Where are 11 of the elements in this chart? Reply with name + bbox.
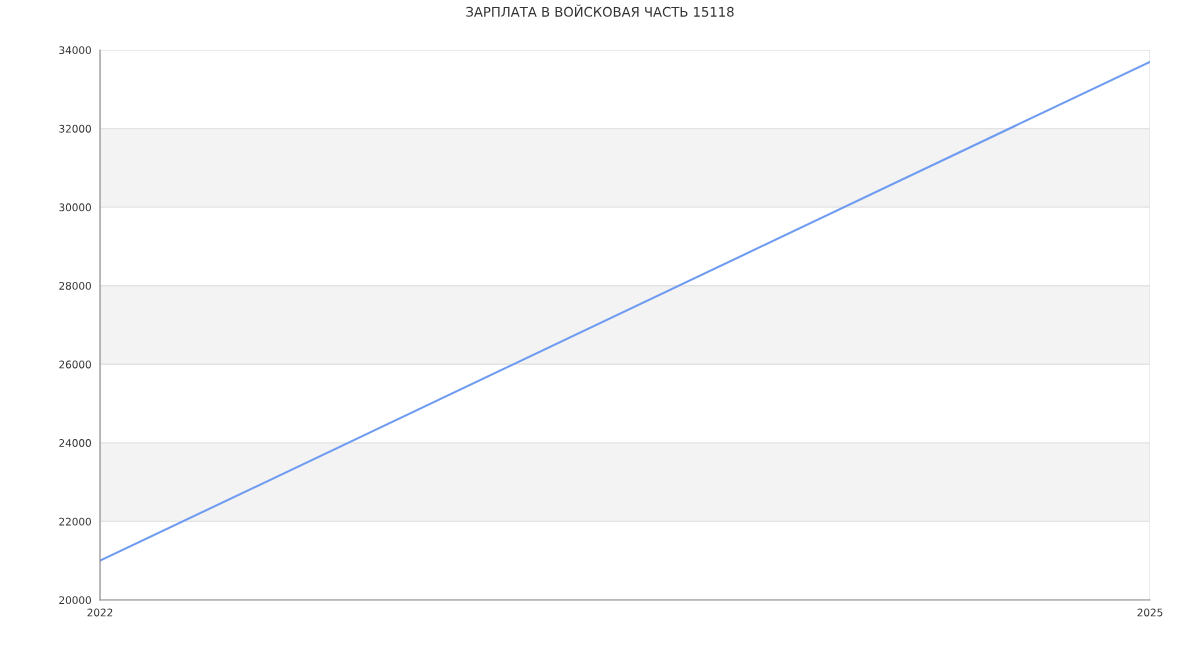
y-tick-label: 30000 xyxy=(59,203,91,212)
chart-title: ЗАРПЛАТА В ВОЙСКОВАЯ ЧАСТЬ 15118 xyxy=(466,4,734,17)
y-tick-label: 34000 xyxy=(59,46,91,55)
y-tick-label: 26000 xyxy=(59,360,91,369)
y-tick-label: 20000 xyxy=(59,596,91,605)
y-tick-label: 32000 xyxy=(59,124,91,133)
x-tick-label: 2022 xyxy=(87,608,113,617)
y-tick-label: 28000 xyxy=(59,281,91,290)
x-tick-label: 2025 xyxy=(1137,608,1163,617)
y-tick-label: 22000 xyxy=(59,517,91,526)
y-tick-label: 24000 xyxy=(59,439,91,447)
